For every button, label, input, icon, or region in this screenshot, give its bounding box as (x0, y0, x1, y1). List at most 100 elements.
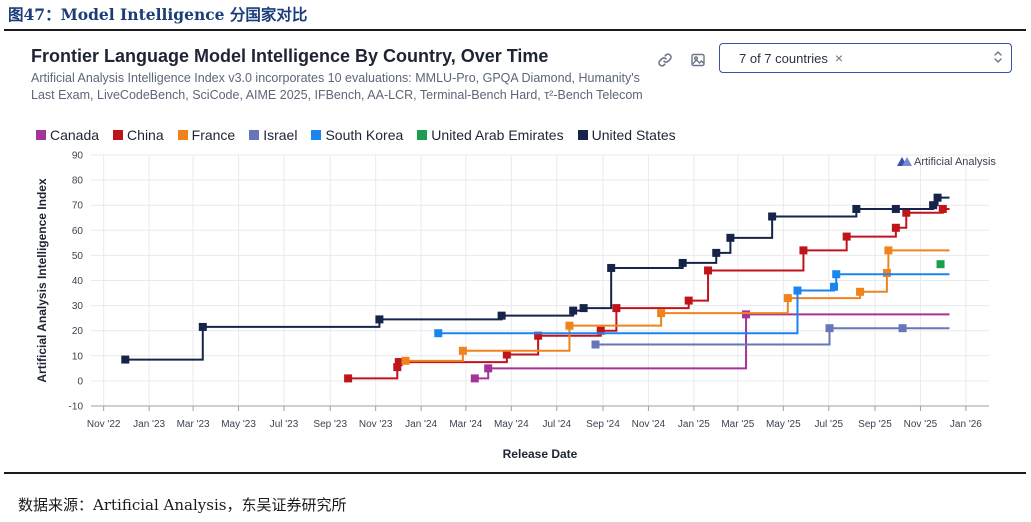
legend-swatch (36, 130, 46, 140)
data-point-canada[interactable] (470, 374, 479, 383)
data-point-united-states[interactable] (929, 201, 938, 210)
legend-item-israel[interactable]: Israel (249, 127, 297, 143)
legend-item-united-arab-emirates[interactable]: United Arab Emirates (417, 127, 564, 143)
data-point-united-states[interactable] (712, 248, 721, 257)
data-point-france[interactable] (565, 321, 574, 330)
data-point-china[interactable] (612, 304, 621, 313)
watermark-text: Artificial Analysis (914, 156, 996, 168)
x-tick-label: May '25 (766, 419, 801, 430)
data-point-united-states[interactable] (579, 304, 588, 313)
series-china (344, 204, 950, 383)
data-point-israel[interactable] (898, 324, 907, 333)
series-france (401, 246, 950, 365)
legend-item-canada[interactable]: Canada (36, 127, 99, 143)
data-point-china[interactable] (534, 331, 543, 340)
axes: -10 0 10 20 30 40 50 60 70 80 90 Nov '22 Jan '23 Mar … (35, 151, 989, 461)
data-point-france[interactable] (882, 268, 891, 277)
series-united-arab-emirates (936, 260, 945, 269)
watermark: Artificial Analysis (897, 156, 996, 168)
x-tick-label: Jul '23 (270, 419, 299, 430)
x-tick-label: May '23 (221, 419, 256, 430)
data-point-china[interactable] (704, 266, 713, 275)
data-point-china[interactable] (799, 246, 808, 255)
chart-panel: Frontier Language Model Intelligence By … (14, 36, 1022, 466)
data-point-israel[interactable] (591, 340, 600, 349)
data-point-china[interactable] (393, 363, 402, 372)
y-tick-label: 30 (72, 301, 84, 312)
data-point-south-korea[interactable] (793, 286, 802, 295)
x-tick-label: Nov '24 (632, 419, 666, 430)
data-point-south-korea[interactable] (829, 282, 838, 291)
figure-caption: 图47：Model Intelligence 分国家对比 (8, 5, 308, 24)
data-point-united-states[interactable] (497, 311, 506, 320)
chart-plot-area: -10 0 10 20 30 40 50 60 70 80 90 Nov '22 Jan '23 Mar … (35, 151, 996, 462)
legend-swatch (417, 130, 428, 140)
data-point-china[interactable] (394, 358, 403, 367)
y-tick-label: 60 (72, 226, 84, 237)
data-point-france[interactable] (856, 287, 865, 296)
y-tick-label: -10 (69, 402, 84, 413)
legend-item-south-korea[interactable]: South Korea (311, 127, 403, 143)
chart-title: Frontier Language Model Intelligence By … (31, 46, 549, 66)
chart-subtitle: Artificial Analysis Intelligence Index v… (31, 71, 643, 102)
x-tick-label: Nov '22 (87, 419, 121, 430)
data-point-united-states[interactable] (569, 306, 578, 315)
y-axis-label: Artificial Analysis Intelligence Index (35, 178, 49, 383)
legend-swatch (113, 130, 124, 140)
y-tick-label: 70 (72, 201, 84, 212)
data-point-united-states[interactable] (678, 258, 687, 267)
x-tick-label: Mar '24 (449, 419, 482, 430)
y-tick-label: 0 (77, 376, 83, 387)
data-point-china[interactable] (684, 296, 693, 305)
image-download-icon[interactable] (686, 48, 710, 72)
data-point-united-states[interactable] (121, 355, 130, 364)
x-tick-label: Sep '25 (858, 419, 892, 430)
country-selector[interactable]: 7 of 7 countries × (719, 43, 1012, 73)
data-point-united-states[interactable] (375, 315, 384, 324)
data-point-south-korea[interactable] (832, 270, 841, 279)
series-south-korea (434, 270, 950, 338)
data-point-united-states[interactable] (768, 212, 777, 221)
data-point-china[interactable] (842, 232, 851, 241)
data-point-china[interactable] (596, 326, 605, 335)
data-point-united-states[interactable] (933, 193, 942, 202)
y-tick-label: 90 (72, 151, 84, 162)
data-point-canada[interactable] (484, 364, 493, 373)
data-point-united-states[interactable] (726, 233, 735, 242)
data-point-israel[interactable] (825, 324, 834, 333)
data-point-china[interactable] (891, 223, 900, 232)
data-point-south-korea[interactable] (434, 329, 443, 338)
data-point-france[interactable] (783, 294, 792, 303)
clear-selection-icon[interactable]: × (834, 50, 844, 66)
data-point-china[interactable] (938, 204, 947, 213)
legend-item-united-states[interactable]: United States (577, 127, 676, 143)
data-point-united-states[interactable] (607, 263, 616, 272)
data-point-china[interactable] (344, 374, 353, 383)
data-point-china[interactable] (902, 208, 911, 217)
x-tick-label: Jul '24 (542, 419, 571, 430)
data-point-france[interactable] (401, 356, 410, 365)
y-tick-label: 10 (72, 351, 84, 362)
legend-label: China (127, 127, 164, 143)
x-tick-label: Jan '24 (405, 419, 437, 430)
legend-label: Israel (263, 127, 298, 143)
data-point-united-arab-emirates[interactable] (936, 260, 945, 269)
data-point-canada[interactable] (742, 310, 751, 319)
data-point-france[interactable] (884, 246, 893, 255)
legend-item-france[interactable]: France (177, 127, 235, 143)
data-point-united-states[interactable] (198, 322, 207, 331)
data-point-china[interactable] (502, 350, 511, 359)
legend-swatch (311, 130, 322, 140)
data-point-united-states[interactable] (852, 204, 861, 213)
data-point-united-states[interactable] (891, 204, 900, 213)
data-point-france[interactable] (657, 309, 666, 318)
x-tick-label: Sep '24 (586, 419, 620, 430)
data-point-france[interactable] (458, 346, 467, 355)
chevron-updown-icon[interactable] (993, 49, 1003, 68)
legend-label: Canada (50, 127, 100, 143)
x-tick-label: Mar '23 (177, 419, 210, 430)
x-tick-label: Nov '23 (359, 419, 393, 430)
link-icon[interactable] (653, 48, 677, 72)
series-canada (470, 310, 950, 383)
legend-item-china[interactable]: China (113, 127, 164, 143)
